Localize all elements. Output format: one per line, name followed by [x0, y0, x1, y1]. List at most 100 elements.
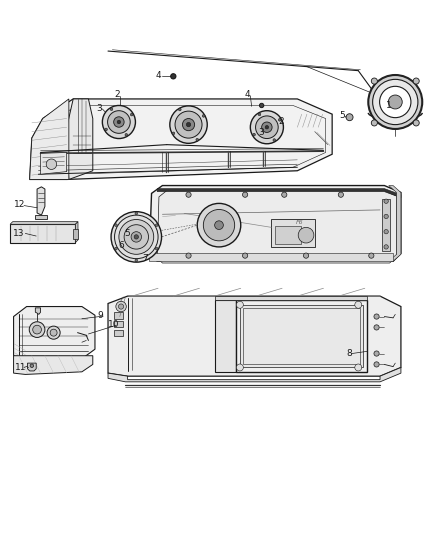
Polygon shape	[28, 363, 36, 371]
Bar	[240, 305, 363, 367]
Polygon shape	[35, 308, 41, 314]
Circle shape	[384, 230, 389, 234]
Polygon shape	[236, 301, 367, 372]
Circle shape	[119, 220, 154, 254]
Circle shape	[29, 322, 45, 337]
Text: 5: 5	[339, 110, 345, 119]
Circle shape	[384, 214, 389, 219]
Circle shape	[371, 120, 378, 126]
Text: 6: 6	[118, 241, 124, 250]
Circle shape	[117, 120, 120, 124]
Circle shape	[237, 364, 244, 371]
Circle shape	[374, 351, 379, 356]
Polygon shape	[157, 190, 396, 263]
Circle shape	[183, 118, 194, 131]
Circle shape	[124, 225, 148, 249]
Text: 12: 12	[14, 200, 25, 209]
Polygon shape	[215, 296, 367, 301]
Circle shape	[186, 192, 191, 197]
Text: 3: 3	[258, 128, 264, 137]
Circle shape	[380, 86, 411, 118]
Circle shape	[243, 253, 248, 258]
Circle shape	[261, 122, 272, 133]
Circle shape	[125, 133, 127, 136]
Text: 7: 7	[142, 254, 148, 263]
Circle shape	[102, 106, 135, 139]
Text: 4: 4	[155, 70, 161, 79]
Text: F6: F6	[296, 220, 304, 225]
Bar	[114, 329, 123, 336]
Bar	[10, 224, 75, 243]
Polygon shape	[149, 254, 393, 261]
Circle shape	[389, 95, 402, 109]
Circle shape	[172, 132, 175, 135]
Bar	[382, 199, 390, 251]
Circle shape	[116, 301, 126, 312]
Circle shape	[253, 133, 255, 136]
Circle shape	[298, 228, 314, 243]
Circle shape	[384, 199, 389, 204]
Circle shape	[355, 364, 362, 371]
Circle shape	[186, 253, 191, 258]
Circle shape	[374, 314, 379, 319]
Circle shape	[30, 364, 34, 367]
Circle shape	[131, 114, 133, 116]
Circle shape	[175, 111, 202, 138]
Text: 1: 1	[386, 101, 392, 110]
Circle shape	[373, 79, 418, 125]
Circle shape	[413, 78, 419, 84]
Circle shape	[355, 301, 362, 308]
Bar	[271, 219, 315, 247]
Text: 9: 9	[98, 311, 103, 320]
Circle shape	[259, 103, 264, 108]
Circle shape	[135, 212, 138, 215]
Circle shape	[368, 75, 422, 129]
Circle shape	[346, 114, 353, 120]
Polygon shape	[157, 189, 401, 198]
Circle shape	[115, 247, 117, 250]
Polygon shape	[75, 222, 78, 243]
Circle shape	[155, 247, 158, 250]
Circle shape	[374, 362, 379, 367]
Circle shape	[265, 125, 268, 129]
Circle shape	[304, 253, 309, 258]
Polygon shape	[108, 296, 401, 376]
Text: 8: 8	[347, 349, 353, 358]
Text: 10: 10	[108, 320, 120, 329]
Circle shape	[47, 326, 60, 339]
Circle shape	[50, 329, 57, 336]
Circle shape	[279, 118, 281, 121]
Circle shape	[33, 325, 42, 334]
Circle shape	[118, 304, 124, 309]
Circle shape	[384, 245, 389, 249]
Circle shape	[197, 204, 241, 247]
Text: 2: 2	[114, 90, 120, 99]
Circle shape	[413, 120, 419, 126]
Circle shape	[179, 108, 181, 111]
Circle shape	[115, 224, 117, 227]
Circle shape	[202, 115, 205, 117]
Circle shape	[155, 224, 158, 227]
Polygon shape	[10, 222, 78, 224]
Circle shape	[170, 106, 207, 143]
Circle shape	[108, 111, 130, 133]
Polygon shape	[30, 99, 332, 180]
Polygon shape	[389, 185, 401, 261]
Circle shape	[186, 123, 191, 127]
Circle shape	[114, 117, 124, 127]
Circle shape	[273, 139, 276, 141]
Polygon shape	[37, 187, 45, 215]
Circle shape	[369, 253, 374, 258]
Polygon shape	[149, 185, 401, 261]
Circle shape	[251, 111, 283, 144]
Polygon shape	[30, 99, 69, 180]
Bar	[114, 321, 123, 327]
Bar	[73, 229, 78, 239]
Polygon shape	[14, 356, 93, 375]
Circle shape	[110, 108, 113, 110]
Bar	[243, 308, 360, 365]
Circle shape	[171, 74, 176, 79]
Circle shape	[131, 232, 141, 242]
Text: 2: 2	[279, 117, 284, 126]
Circle shape	[203, 209, 235, 241]
